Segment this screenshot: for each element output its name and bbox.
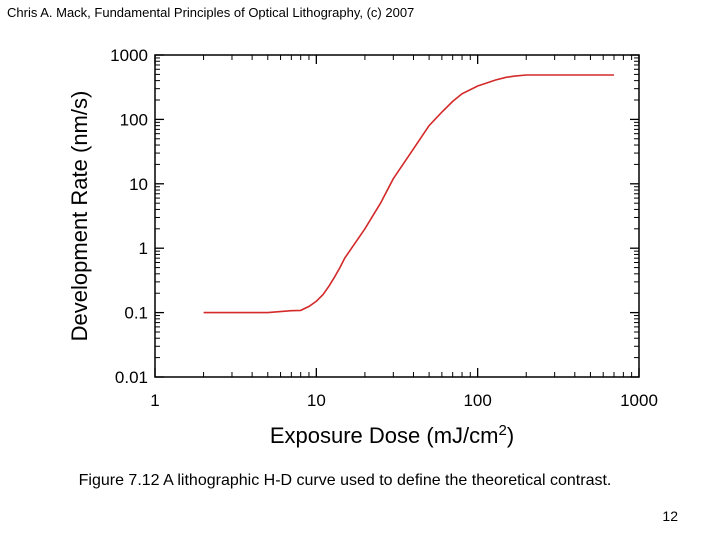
y-tick-label: 100 [120, 110, 148, 129]
y-tick-label: 1000 [110, 46, 148, 65]
x-axis-title: Exposure Dose (mJ/cm2) [270, 422, 514, 449]
major-ticks [154, 54, 640, 378]
x-tick-label: 1 [150, 391, 159, 410]
y-tick-label: 1 [139, 239, 148, 258]
slide-header: Chris A. Mack, Fundamental Principles of… [7, 5, 415, 20]
y-axis-title: Development Rate (nm/s) [67, 91, 92, 342]
x-tick-labels: 1 10 100 1000 [150, 391, 658, 410]
minor-ticks [155, 55, 639, 377]
figure-caption: Figure 7.12 A lithographic H-D curve use… [78, 472, 612, 489]
y-tick-label: 0.01 [115, 368, 148, 387]
plot-frame [154, 54, 640, 378]
hd-curve-chart: 1 10 100 1000 0.01 0.1 1 10 100 1000 Exposure Do… [67, 46, 658, 449]
series-line [203, 74, 614, 314]
x-tick-label: 1000 [620, 391, 658, 410]
y-tick-label: 0.1 [124, 304, 148, 323]
y-tick-labels: 0.01 0.1 1 10 100 1000 [110, 46, 148, 387]
y-tick-label: 10 [129, 175, 148, 194]
x-tick-label: 10 [307, 391, 326, 410]
page-number: 12 [662, 508, 678, 524]
x-tick-label: 100 [463, 391, 491, 410]
